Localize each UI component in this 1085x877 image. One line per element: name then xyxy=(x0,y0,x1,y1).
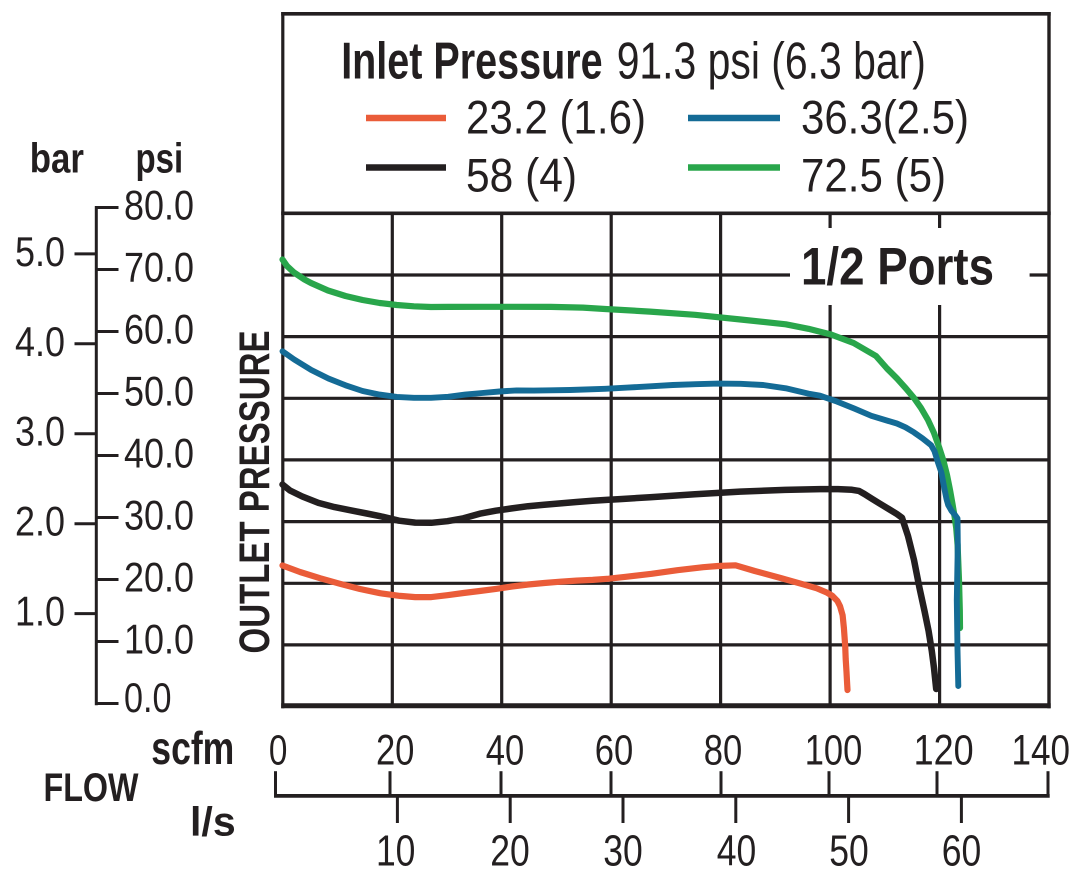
svg-text:10.0: 10.0 xyxy=(124,616,194,663)
svg-text:psi: psi xyxy=(136,135,184,182)
svg-text:0: 0 xyxy=(269,727,288,775)
svg-text:l/s: l/s xyxy=(190,799,236,845)
svg-text:70.0: 70.0 xyxy=(124,244,194,291)
svg-text:120: 120 xyxy=(914,727,974,775)
svg-text:58 (4): 58 (4) xyxy=(466,150,577,203)
svg-text:140: 140 xyxy=(1012,727,1071,775)
svg-text:20: 20 xyxy=(490,827,530,876)
svg-text:scfm: scfm xyxy=(151,722,234,774)
svg-text:5.0: 5.0 xyxy=(15,228,65,275)
svg-text:23.2 (1.6): 23.2 (1.6) xyxy=(466,92,646,145)
svg-text:36.3(2.5): 36.3(2.5) xyxy=(801,92,969,145)
svg-text:80: 80 xyxy=(704,727,743,775)
svg-text:30: 30 xyxy=(603,827,643,876)
svg-text:OUTLET PRESSURE: OUTLET PRESSURE xyxy=(231,331,279,654)
svg-text:Inlet Pressure: Inlet Pressure xyxy=(341,32,602,90)
svg-text:60: 60 xyxy=(595,727,634,775)
svg-text:1/2 Ports: 1/2 Ports xyxy=(801,238,994,297)
svg-text:50: 50 xyxy=(829,827,869,876)
svg-text:100: 100 xyxy=(805,727,863,775)
svg-text:10: 10 xyxy=(376,827,416,876)
svg-text:80.0: 80.0 xyxy=(124,182,194,229)
svg-text:20.0: 20.0 xyxy=(124,554,194,601)
svg-text:FLOW: FLOW xyxy=(44,766,139,810)
svg-text:1.0: 1.0 xyxy=(15,588,65,635)
svg-text:72.5 (5): 72.5 (5) xyxy=(801,150,946,203)
svg-text:60.0: 60.0 xyxy=(124,306,194,353)
svg-text:bar: bar xyxy=(30,135,84,182)
svg-text:50.0: 50.0 xyxy=(124,368,194,415)
svg-text:3.0: 3.0 xyxy=(15,408,65,455)
svg-text:2.0: 2.0 xyxy=(15,498,65,545)
svg-text:20: 20 xyxy=(376,727,415,775)
svg-text:91.3 psi (6.3 bar): 91.3 psi (6.3 bar) xyxy=(617,32,926,90)
svg-text:30.0: 30.0 xyxy=(124,492,194,539)
svg-text:40: 40 xyxy=(717,827,757,876)
svg-text:40.0: 40.0 xyxy=(124,430,194,477)
svg-text:0.0: 0.0 xyxy=(124,674,172,721)
svg-text:60: 60 xyxy=(942,827,982,876)
svg-text:4.0: 4.0 xyxy=(15,318,65,365)
svg-text:40: 40 xyxy=(486,727,525,775)
